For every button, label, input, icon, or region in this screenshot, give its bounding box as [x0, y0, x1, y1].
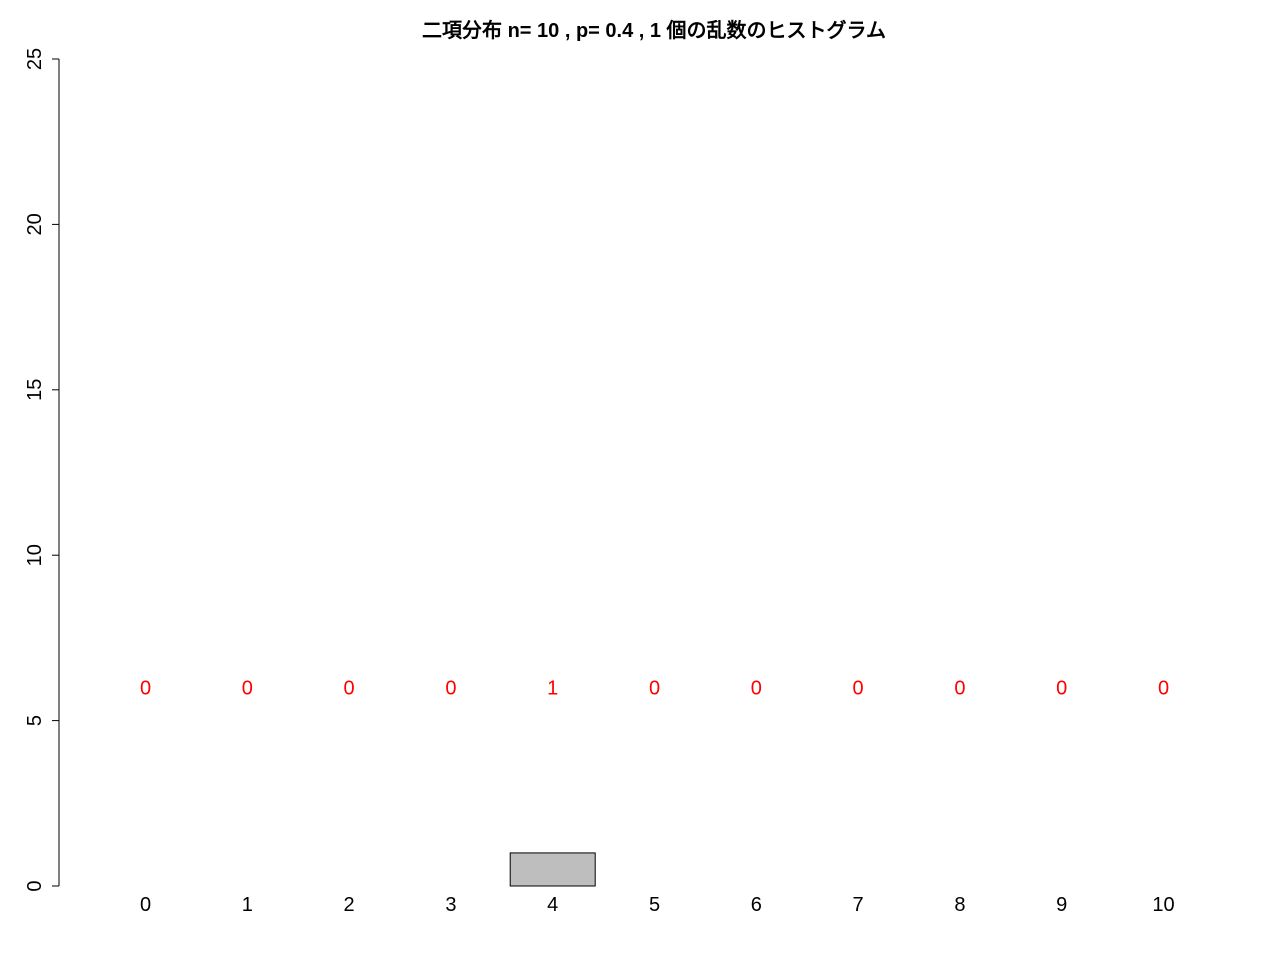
x-tick-label: 0 [140, 894, 151, 916]
x-tick-label: 10 [1152, 894, 1174, 916]
x-tick-label: 5 [649, 894, 660, 916]
bar-count-label: 0 [140, 678, 151, 700]
bar-count-label: 0 [445, 678, 456, 700]
bars [509, 852, 596, 887]
y-tick-label: 10 [24, 544, 46, 566]
y-tick-label: 5 [24, 715, 46, 726]
count-labels: 0 0 0 0 1 0 0 0 0 0 0 [140, 678, 1169, 700]
bar-count-label: 1 [547, 678, 558, 700]
x-tick-label: 7 [853, 894, 864, 916]
x-tick-label: 9 [1056, 894, 1067, 916]
y-tick-label: 25 [24, 48, 46, 70]
bar-count-label: 0 [954, 678, 965, 700]
bar-count-label: 0 [751, 678, 762, 700]
bar-count-label: 0 [242, 678, 253, 700]
y-tick-label: 0 [24, 880, 46, 891]
x-tick-label: 8 [954, 894, 965, 916]
x-tick-label: 3 [445, 894, 456, 916]
chart-title: 二項分布 n= 10 , p= 0.4 , 1 個の乱数のヒストグラム [422, 18, 886, 42]
x-tick-label: 2 [344, 894, 355, 916]
bar-count-label: 0 [344, 678, 355, 700]
x-axis-labels: 0 1 2 3 4 5 6 7 8 9 10 [140, 894, 1175, 916]
x-tick-label: 6 [751, 894, 762, 916]
y-axis: 0 5 10 15 20 25 [24, 48, 60, 892]
bar-count-label: 0 [1056, 678, 1067, 700]
y-tick-label: 15 [24, 379, 46, 401]
bar-count-label: 0 [1158, 678, 1169, 700]
bar [509, 852, 596, 887]
bar-count-label: 0 [649, 678, 660, 700]
bar-count-label: 0 [853, 678, 864, 700]
x-tick-label: 4 [547, 894, 558, 916]
x-tick-label: 1 [242, 894, 253, 916]
y-tick-label: 20 [24, 213, 46, 235]
